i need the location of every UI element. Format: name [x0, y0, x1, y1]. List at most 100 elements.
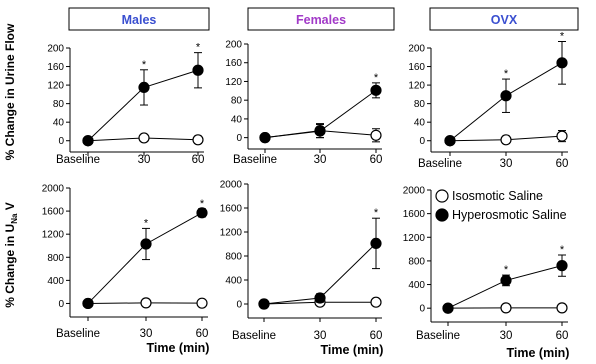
significance-marker: * — [560, 31, 565, 43]
y-tick-label: 1600 — [42, 207, 65, 218]
data-point-hyperosmotic — [258, 298, 270, 310]
ylabel-bottom: % Change in UNa V — [3, 202, 19, 308]
data-point-isosmotic — [556, 130, 568, 142]
y-tick-label: 200 — [47, 44, 64, 55]
x-axis-label: Time (min) — [147, 341, 210, 355]
x-tick-label: 60 — [370, 154, 383, 166]
data-point-hyperosmotic — [442, 302, 454, 314]
data-point-isosmotic — [500, 302, 512, 314]
x-tick-label: 30 — [314, 330, 327, 342]
x-tick-label: Baseline — [418, 158, 462, 170]
significance-marker: * — [504, 68, 509, 80]
y-tick-label: 160 — [225, 58, 242, 69]
panel-females-urine-flow: Females 0 40 80 120 160 200 Baseline 30 60 * — [225, 7, 395, 166]
data-point-hyperosmotic — [138, 81, 150, 94]
data-point-hyperosmotic — [82, 135, 94, 147]
y-tick-label: 0 — [58, 299, 64, 310]
panel-ovx-sodium: 0 400 800 1200 1600 2000 Baseline 30 60 Time (min… — [403, 186, 570, 361]
data-point-hyperosmotic — [192, 64, 204, 76]
y-tick-label: 80 — [53, 99, 65, 110]
y-tick-label: 1200 — [220, 228, 243, 239]
y-tick-label: 0 — [419, 136, 425, 147]
ylabel-bottom-prefix: % Change in U — [3, 224, 17, 308]
data-point-isosmotic — [370, 129, 382, 141]
y-tick-label: 800 — [47, 253, 64, 264]
x-tick-label: Baseline — [56, 328, 100, 340]
y-tick-label: 80 — [414, 99, 426, 110]
panel-ovx-urine-flow: OVX 0 40 80 120 160 200 Baseline 30 60 * * — [408, 7, 579, 170]
data-point-hyperosmotic — [444, 135, 456, 147]
data-point-hyperosmotic — [370, 237, 382, 249]
legend-isosmotic-label: Isosmotic Saline — [452, 189, 543, 203]
y-tick-label: 400 — [47, 276, 64, 287]
data-point-isosmotic — [140, 297, 152, 309]
y-tick-label: 200 — [408, 44, 425, 55]
x-axis-label: Time (min) — [507, 346, 570, 360]
legend: Isosmotic Saline Hyperosmotic Saline — [435, 189, 567, 222]
panel-title: Females — [296, 13, 346, 27]
legend-hyperosmotic-marker — [435, 208, 449, 222]
x-tick-label: 60 — [192, 154, 205, 166]
data-point-hyperosmotic — [82, 297, 94, 310]
y-tick-label: 400 — [225, 276, 242, 287]
significance-marker: * — [196, 42, 201, 54]
x-tick-label: 30 — [500, 330, 513, 342]
y-tick-label: 2000 — [220, 180, 243, 191]
x-tick-label: 30 — [500, 158, 513, 170]
x-tick-label: 30 — [138, 154, 151, 166]
x-tick-label: 30 — [140, 328, 153, 340]
data-point-isosmotic — [500, 134, 512, 146]
x-tick-label: 60 — [556, 158, 569, 170]
y-tick-label: 1600 — [220, 204, 243, 215]
ylabel-bottom-sub: Na — [10, 213, 19, 224]
x-tick-label: Baseline — [416, 330, 460, 342]
y-tick-label: 800 — [225, 252, 242, 263]
y-tick-label: 120 — [225, 77, 242, 88]
data-point-hyperosmotic — [196, 207, 208, 219]
y-tick-label: 160 — [47, 62, 64, 73]
y-tick-label: 800 — [408, 256, 425, 267]
ylabel-bottom-suffix: V — [3, 202, 17, 213]
legend-isosmotic-marker — [435, 189, 449, 203]
y-tick-label: 160 — [408, 62, 425, 73]
panel-title-box — [247, 7, 395, 31]
y-tick-label: 0 — [419, 304, 425, 315]
data-point-isosmotic — [556, 302, 568, 314]
y-tick-label: 2000 — [42, 184, 65, 195]
panel-title-box — [429, 7, 579, 31]
y-tick-label: 40 — [414, 118, 426, 129]
x-tick-label: 60 — [556, 330, 569, 342]
y-tick-label: 0 — [58, 136, 64, 147]
x-tick-label: Baseline — [232, 330, 276, 342]
data-point-isosmotic — [192, 134, 204, 146]
y-tick-label: 200 — [225, 40, 242, 51]
y-tick-label: 1200 — [403, 233, 426, 244]
y-tick-label: 80 — [231, 96, 243, 107]
x-tick-label: 60 — [370, 330, 383, 342]
y-tick-label: 0 — [236, 133, 242, 144]
y-tick-label: 120 — [47, 81, 64, 92]
y-tick-label: 40 — [53, 118, 65, 129]
y-tick-label: 2000 — [403, 186, 426, 197]
x-tick-label: Baseline — [56, 154, 100, 166]
legend-hyperosmotic-label: Hyperosmotic Saline — [452, 208, 567, 222]
y-tick-label: 0 — [236, 300, 242, 311]
significance-marker: * — [560, 244, 565, 256]
significance-marker: * — [200, 198, 205, 210]
data-point-hyperosmotic — [140, 238, 152, 250]
ylabel-top: % Change in Urine Flow — [3, 23, 17, 160]
panel-title: OVX — [491, 13, 518, 27]
data-point-hyperosmotic — [314, 292, 326, 304]
significance-marker: * — [504, 264, 509, 276]
data-point-hyperosmotic — [370, 84, 382, 96]
data-point-hyperosmotic — [500, 274, 512, 287]
panel-males-urine-flow: Males 0 40 80 120 160 200 Baseline 30 60 * * — [47, 7, 210, 166]
significance-marker: * — [144, 217, 149, 229]
x-tick-label: 60 — [196, 328, 209, 340]
x-axis-label: Time (min) — [321, 343, 384, 357]
data-point-isosmotic — [370, 296, 382, 308]
